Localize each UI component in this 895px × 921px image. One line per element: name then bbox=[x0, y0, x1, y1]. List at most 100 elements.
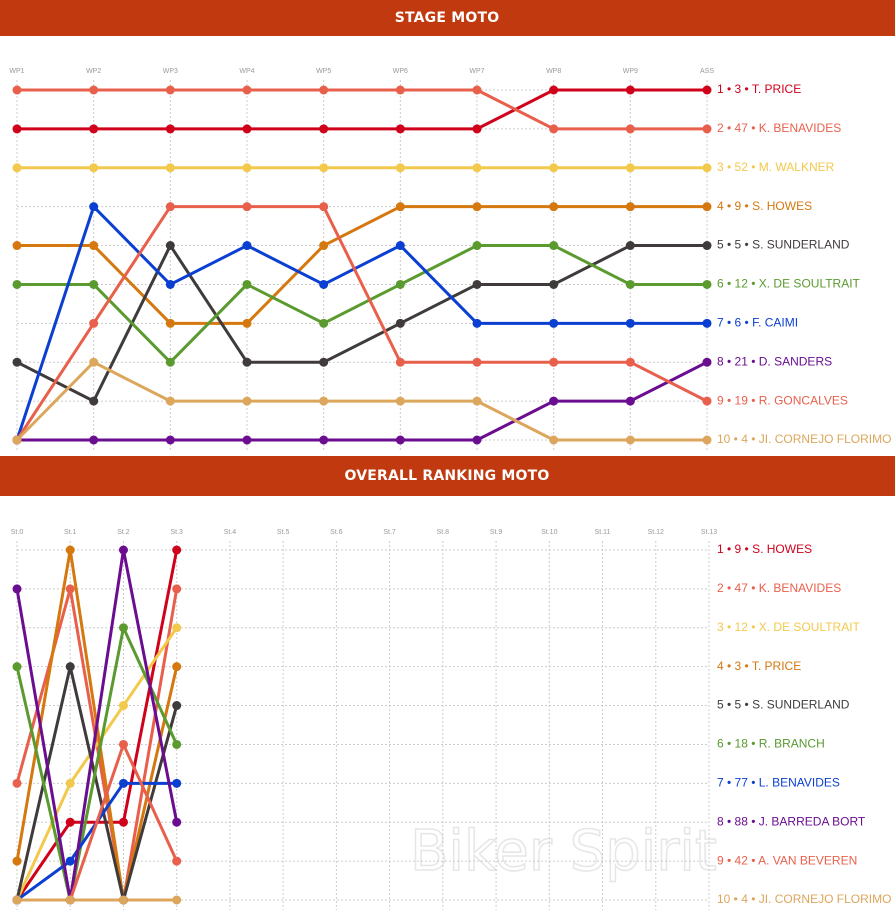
point bbox=[172, 545, 182, 555]
legend-label: 9 • 19 • R. GONCALVES bbox=[717, 393, 848, 407]
point bbox=[65, 662, 75, 672]
series-line bbox=[17, 244, 707, 364]
point bbox=[65, 778, 75, 788]
point bbox=[242, 396, 252, 406]
point bbox=[702, 163, 712, 173]
point bbox=[242, 163, 252, 173]
point bbox=[319, 202, 329, 212]
point bbox=[319, 124, 329, 134]
point bbox=[165, 396, 175, 406]
point bbox=[89, 85, 99, 95]
header-bar bbox=[0, 0, 895, 36]
point bbox=[549, 163, 559, 173]
point bbox=[89, 279, 99, 289]
x-tick-label: St.9 bbox=[490, 529, 503, 536]
point bbox=[12, 662, 22, 672]
point bbox=[172, 856, 182, 866]
point bbox=[172, 623, 182, 633]
point bbox=[702, 241, 712, 251]
point bbox=[625, 396, 635, 406]
point bbox=[12, 895, 22, 905]
point bbox=[165, 163, 175, 173]
x-tick-label: WP7 bbox=[469, 68, 484, 75]
point bbox=[549, 318, 559, 328]
point bbox=[172, 817, 182, 827]
point bbox=[319, 396, 329, 406]
point bbox=[395, 357, 405, 367]
point bbox=[65, 856, 75, 866]
point bbox=[472, 396, 482, 406]
point bbox=[89, 202, 99, 212]
point bbox=[395, 85, 405, 95]
x-tick-label: WP3 bbox=[163, 68, 178, 75]
point bbox=[89, 163, 99, 173]
legend-label: 7 • 6 • F. CAIMI bbox=[717, 316, 798, 330]
point bbox=[118, 545, 128, 555]
point bbox=[172, 895, 182, 905]
point bbox=[625, 85, 635, 95]
point bbox=[395, 279, 405, 289]
point bbox=[242, 279, 252, 289]
legend-label: 10 • 4 • JI. CORNEJO FLORIMO bbox=[717, 892, 891, 906]
point bbox=[395, 396, 405, 406]
point bbox=[165, 357, 175, 367]
legend-label: 8 • 88 • J. BARREDA BORT bbox=[717, 814, 866, 828]
point bbox=[472, 279, 482, 289]
x-tick-label: St.6 bbox=[330, 529, 343, 536]
point bbox=[319, 435, 329, 445]
point bbox=[172, 778, 182, 788]
point bbox=[319, 163, 329, 173]
point bbox=[165, 435, 175, 445]
x-tick-label: St.10 bbox=[541, 529, 557, 536]
x-tick-label: WP6 bbox=[393, 68, 408, 75]
x-tick-label: St.2 bbox=[117, 529, 130, 536]
series-line bbox=[17, 360, 708, 442]
point bbox=[12, 85, 22, 95]
point bbox=[65, 895, 75, 905]
legend-label: 3 • 12 • X. DE SOULTRAIT bbox=[717, 620, 861, 634]
legend-label: 8 • 21 • D. SANDERS bbox=[717, 354, 832, 368]
point bbox=[395, 241, 405, 251]
point bbox=[625, 163, 635, 173]
point bbox=[65, 584, 75, 594]
point bbox=[395, 124, 405, 134]
x-tick-label: St.0 bbox=[11, 529, 24, 536]
chart-title: OVERALL RANKING MOTO bbox=[344, 468, 549, 484]
point bbox=[89, 241, 99, 251]
point bbox=[118, 701, 128, 711]
point bbox=[472, 357, 482, 367]
point bbox=[319, 318, 329, 328]
point bbox=[625, 435, 635, 445]
legend-label: 10 • 4 • JI. CORNEJO FLORIMO bbox=[717, 432, 891, 446]
point bbox=[242, 124, 252, 134]
point bbox=[242, 318, 252, 328]
point bbox=[625, 318, 635, 328]
x-tick-label: St.12 bbox=[648, 529, 664, 536]
point bbox=[118, 623, 128, 633]
legend-label: 2 • 47 • K. BENAVIDES bbox=[717, 121, 841, 135]
point bbox=[625, 124, 635, 134]
point bbox=[395, 318, 405, 328]
point bbox=[625, 241, 635, 251]
point bbox=[702, 202, 712, 212]
point bbox=[118, 817, 128, 827]
series-line bbox=[17, 88, 707, 131]
legend-label: 6 • 12 • X. DE SOULTRAIT bbox=[717, 277, 861, 291]
x-tick-label: WP1 bbox=[9, 68, 24, 75]
point bbox=[242, 357, 252, 367]
point bbox=[472, 124, 482, 134]
point bbox=[549, 279, 559, 289]
point bbox=[319, 85, 329, 95]
x-tick-label: St.4 bbox=[224, 529, 237, 536]
point bbox=[702, 124, 712, 134]
point bbox=[472, 85, 482, 95]
point bbox=[242, 435, 252, 445]
x-tick-label: WP8 bbox=[546, 68, 561, 75]
legend-label: 7 • 77 • L. BENAVIDES bbox=[717, 776, 840, 790]
point bbox=[702, 85, 712, 95]
point bbox=[12, 778, 22, 788]
x-tick-label: WP4 bbox=[239, 68, 254, 75]
point bbox=[472, 163, 482, 173]
point bbox=[12, 163, 22, 173]
point bbox=[89, 318, 99, 328]
